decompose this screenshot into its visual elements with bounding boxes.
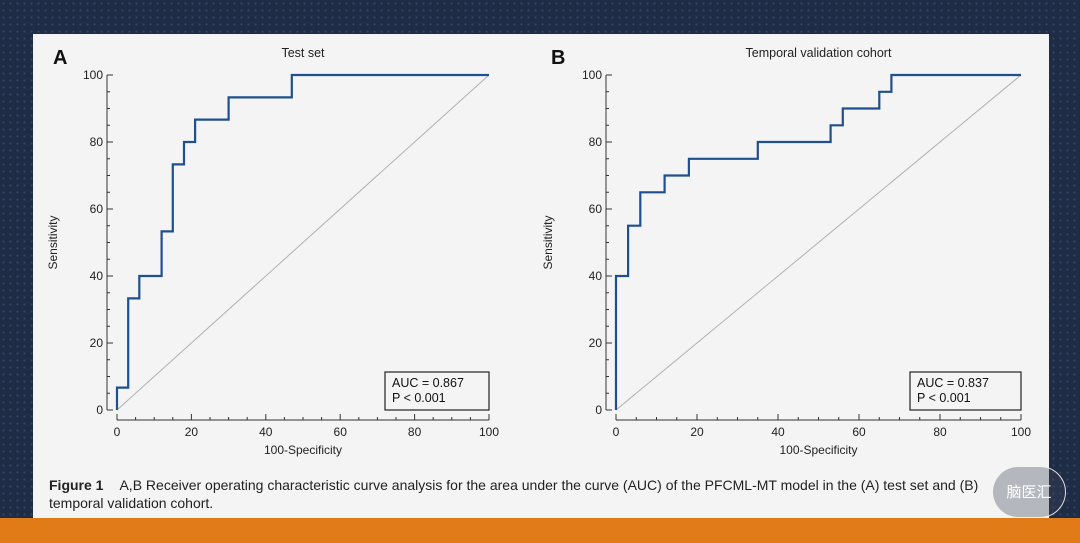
chart-a-x-tick-label: 80: [408, 425, 422, 439]
roc-charts: A Test set 0 20 40 60 80 100 0 20 40 60 80 100 100-Spe…: [46, 46, 1031, 457]
chart-a-stats-line: P < 0.001: [392, 391, 446, 405]
accent-bar: [0, 518, 1080, 543]
chart-b-diagonal-reference: [615, 74, 1022, 411]
chart-b-y-tick-label: 0: [595, 403, 602, 417]
chart-a-y-tick-label: 80: [90, 135, 104, 149]
chart-b-x-tick-label: 60: [852, 425, 866, 439]
chart-a-panel-letter: A: [53, 47, 67, 69]
chart-b-stats-line: AUC = 0.837: [917, 376, 989, 390]
chart-b-title: Temporal validation cohort: [746, 46, 892, 60]
chart-b-y-tick-label: 80: [589, 135, 603, 149]
chart-b-stats-box: [909, 371, 1022, 411]
chart-a-y-tick-label: 60: [90, 202, 104, 216]
chart-b-x-tick-label: 80: [933, 425, 947, 439]
chart-b-y-axis-label: Sensitivity: [541, 215, 555, 269]
chart-a-x-tick-label: 40: [259, 425, 273, 439]
chart-b-x-tick-label: 100: [1011, 425, 1031, 439]
chart-a-y-tick-label: 40: [90, 269, 104, 283]
chart-a-diagonal-reference: [116, 74, 490, 411]
chart-a-y-tick-label: 100: [83, 68, 103, 82]
chart-b-x-tick-label: 20: [690, 425, 704, 439]
chart-b-y-tick-label: 60: [589, 202, 603, 216]
caption-text: A,B Receiver operating characteristic cu…: [49, 477, 979, 511]
chart-b-x-axis-label: 100-Specificity: [779, 443, 857, 457]
chart-b-panel-letter: B: [551, 47, 565, 69]
chart-a-x-tick-label: 0: [114, 425, 121, 439]
chart-a-x-axis-label: 100-Specificity: [264, 443, 342, 457]
chart-b-y-tick-label: 100: [582, 68, 602, 82]
chart-a-x-tick-label: 20: [185, 425, 199, 439]
chart-a-stats-line: AUC = 0.867: [392, 376, 464, 390]
chart-a-y-tick-label: 20: [90, 336, 104, 350]
chart-a-y-tick-label: 0: [96, 403, 103, 417]
chart-a-stats-box: [384, 371, 490, 411]
chart-a-roc-curve: [115, 73, 489, 410]
chart-a-x-tick-label: 60: [334, 425, 348, 439]
chart-b-y-tick-label: 20: [589, 336, 603, 350]
chart-b-x-tick-label: 0: [613, 425, 620, 439]
chart-b-stats-line: P < 0.001: [917, 391, 971, 405]
figure-caption: Figure 1 A,B Receiver operating character…: [49, 476, 1009, 512]
caption-label: Figure 1: [49, 477, 104, 493]
chart-b-y-tick-label: 40: [589, 269, 603, 283]
chart-b-roc-curve: [614, 73, 1021, 410]
chart-a-title: Test set: [281, 46, 325, 60]
chart-b-x-tick-label: 40: [771, 425, 785, 439]
watermark-logo: 脑医汇: [992, 466, 1066, 518]
chart-a-y-axis-label: Sensitivity: [46, 215, 60, 269]
figure-slide: A Test set 0 20 40 60 80 100 0 20 40 60 80 100 100-Spe…: [33, 34, 1049, 518]
chart-a-x-tick-label: 100: [479, 425, 499, 439]
